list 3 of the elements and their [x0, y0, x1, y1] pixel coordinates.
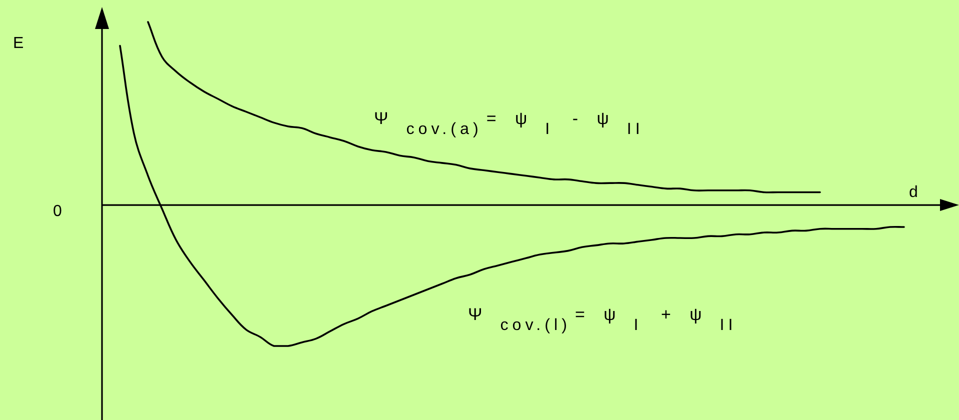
x-axis-title: d — [909, 184, 918, 202]
text: 0 — [53, 203, 62, 220]
text: E — [13, 35, 24, 52]
